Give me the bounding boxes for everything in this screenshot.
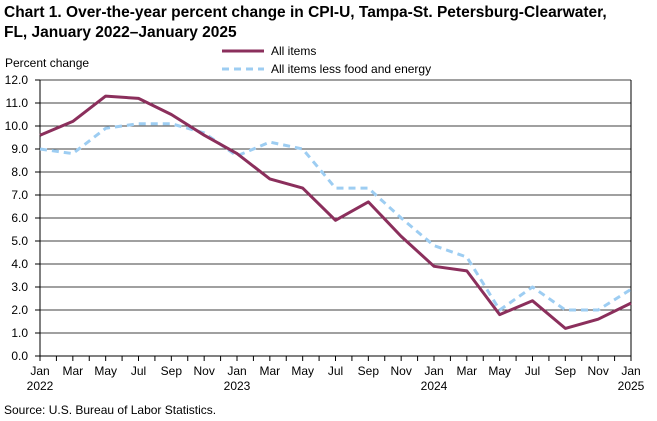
x-tick-label: Jan <box>30 364 49 378</box>
x-tick-label: May <box>488 364 511 378</box>
x-tick-label: Nov <box>587 364 608 378</box>
x-tick-label: Mar <box>259 364 280 378</box>
y-tick-label: 8.0 <box>11 165 28 179</box>
x-tick-label: Mar <box>62 364 83 378</box>
x-tick-label: Sep <box>555 364 577 378</box>
x-tick-year-label: 2025 <box>618 379 645 393</box>
x-tick-label: Jul <box>525 364 540 378</box>
chart-title-line2: FL, January 2022–January 2025 <box>4 24 237 41</box>
x-tick-label: Nov <box>193 364 214 378</box>
y-tick-label: 5.0 <box>11 234 28 248</box>
x-tick-label: Nov <box>390 364 411 378</box>
series-lines <box>39 94 632 330</box>
y-tick-label: 0.0 <box>11 349 28 363</box>
y-tick-label: 1.0 <box>11 326 28 340</box>
x-tick-label: Jul <box>131 364 146 378</box>
y-tick-label: 12.0 <box>5 73 29 87</box>
x-tick-label: May <box>291 364 314 378</box>
x-tick-year-label: 2024 <box>421 379 448 393</box>
y-tick-label: 7.0 <box>11 188 28 202</box>
legend: All items All items less food and energy <box>222 44 431 76</box>
y-tick-label: 9.0 <box>11 142 28 156</box>
x-tick-year-label: 2022 <box>27 379 54 393</box>
legend-label: All items <box>271 44 316 58</box>
y-tick-label: 6.0 <box>11 211 28 225</box>
y-tick-label: 4.0 <box>11 257 28 271</box>
series-line-core <box>39 122 632 312</box>
x-tick-label: Mar <box>456 364 477 378</box>
grid-lines <box>39 79 632 357</box>
chart-title-line1: Chart 1. Over-the-year percent change in… <box>4 4 607 21</box>
series-line-all-items <box>39 94 632 330</box>
y-tick-label: 3.0 <box>11 280 28 294</box>
y-tick-label: 11.0 <box>6 96 29 110</box>
x-tick-label: Jan <box>424 364 443 378</box>
x-tick-label: Sep <box>161 364 183 378</box>
x-tick-label: Jan <box>227 364 246 378</box>
x-tick-label: Jul <box>328 364 343 378</box>
chart-title: Chart 1. Over-the-year percent change in… <box>4 3 654 43</box>
source-note: Source: U.S. Bureau of Labor Statistics. <box>4 403 217 417</box>
legend-label: All items less food and energy <box>271 62 431 76</box>
y-tick-label: 10.0 <box>5 119 29 133</box>
x-tick-label: Jan <box>621 364 640 378</box>
x-tick-label: Sep <box>358 364 380 378</box>
y-axis-label: Percent change <box>5 56 89 70</box>
x-tick-label: May <box>94 364 117 378</box>
x-tick-year-label: 2023 <box>224 379 251 393</box>
y-tick-label: 2.0 <box>11 303 28 317</box>
y-axis-ticks: 0.0 1.0 2.0 3.0 4.0 5.0 6.0 7.0 8.0 9.0 10.0 11.0 12… <box>5 73 40 363</box>
